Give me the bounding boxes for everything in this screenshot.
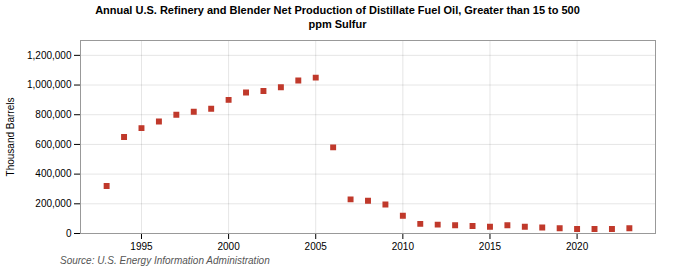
svg-text:1,200,000: 1,200,000 bbox=[27, 49, 72, 60]
svg-text:2000: 2000 bbox=[217, 240, 240, 251]
svg-text:2005: 2005 bbox=[305, 240, 328, 251]
svg-text:400,000: 400,000 bbox=[35, 168, 72, 179]
svg-text:1995: 1995 bbox=[130, 240, 153, 251]
svg-text:2015: 2015 bbox=[479, 240, 502, 251]
svg-text:200,000: 200,000 bbox=[35, 198, 72, 209]
svg-text:600,000: 600,000 bbox=[35, 138, 72, 149]
html-text:Source: U.S. Energy Informatio: Source: U.S. Energy Information Administ… bbox=[60, 254, 270, 266]
svg-text:2020: 2020 bbox=[566, 240, 589, 251]
svg-text:2010: 2010 bbox=[392, 240, 415, 251]
svg-text:1,000,000: 1,000,000 bbox=[27, 79, 72, 90]
svg-text:0: 0 bbox=[66, 227, 72, 238]
svg-text:Thousand Barrels: Thousand Barrels bbox=[5, 97, 16, 176]
html-text:Annual U.S. Refinery and Blend: Annual U.S. Refinery and Blender Net Pro… bbox=[95, 4, 580, 31]
svg-text:800,000: 800,000 bbox=[35, 109, 72, 120]
